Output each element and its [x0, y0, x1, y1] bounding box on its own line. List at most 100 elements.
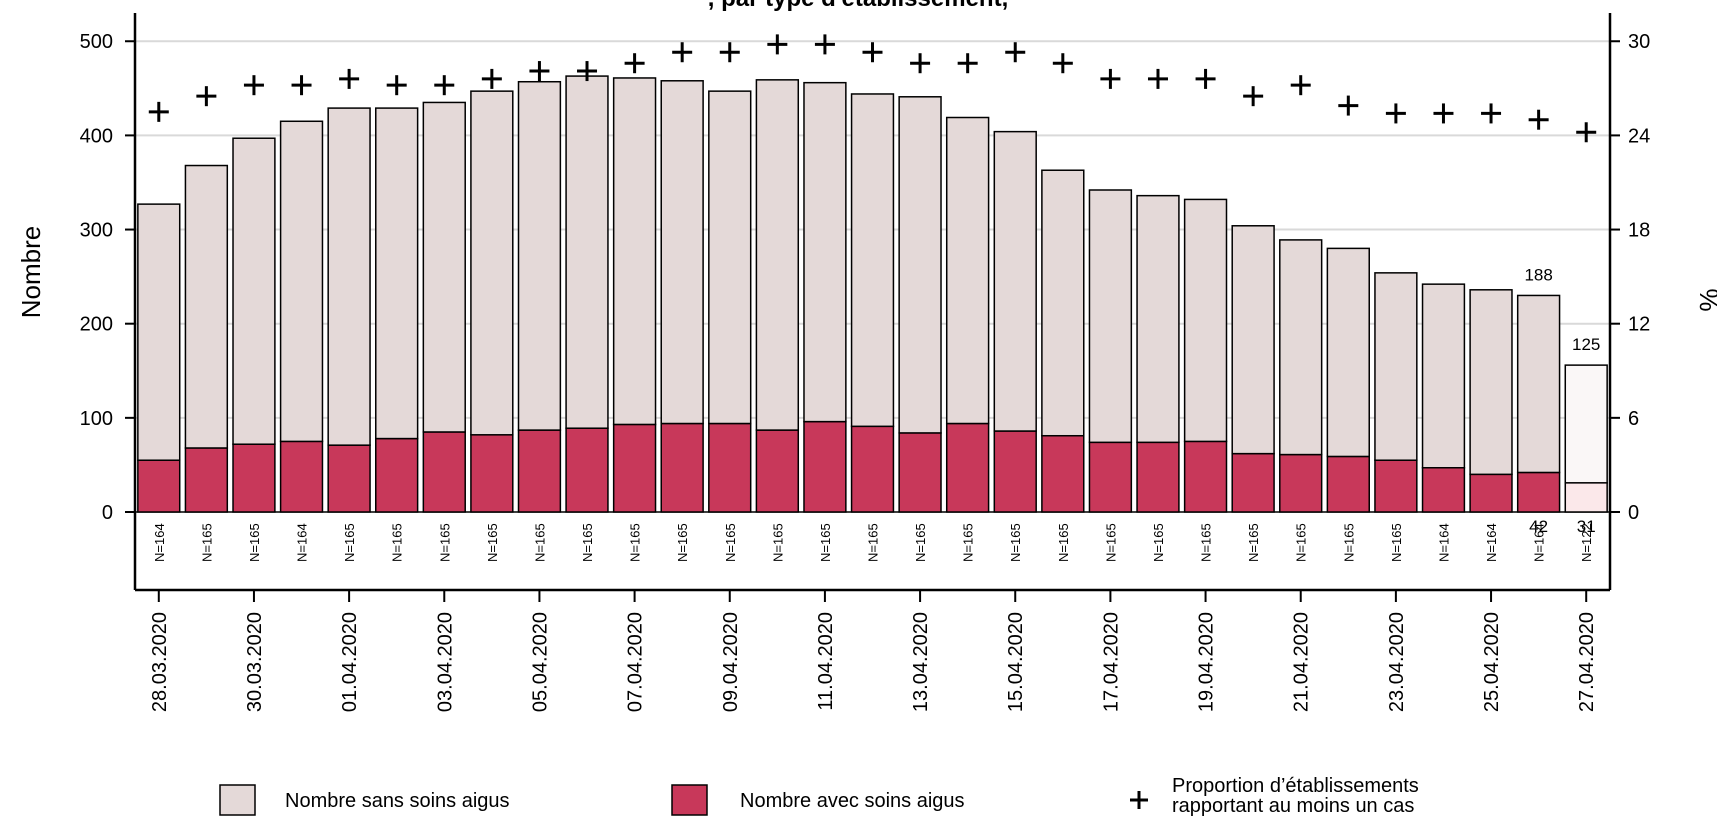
- x-tick-label: 17.04.2020: [1100, 612, 1122, 712]
- bar-avec-soins-aigus: [1088, 441, 1133, 513]
- n-label: N=165: [342, 523, 357, 562]
- x-tick-label: 05.04.2020: [529, 612, 551, 712]
- n-label: N=165: [913, 523, 928, 562]
- proportion-marker: [481, 68, 502, 89]
- bar-avec-soins-aigus: [755, 429, 800, 513]
- n-label: N=165: [199, 523, 214, 562]
- y-tick-label: 500: [80, 31, 113, 53]
- legend-label-avec: Nombre avec soins aigus: [740, 790, 965, 812]
- bar-sans-soins-aigus: [232, 137, 276, 445]
- y2-tick-label: 0: [1628, 502, 1639, 524]
- proportion-marker: [767, 34, 788, 55]
- bar-avec-soins-aigus: [232, 443, 276, 513]
- x-tick-label: 25.04.2020: [1481, 612, 1503, 712]
- n-label: N=165: [961, 523, 976, 562]
- proportion-marker: [672, 42, 693, 63]
- n-label: N=165: [1389, 523, 1404, 562]
- proportion-marker: [1290, 75, 1311, 96]
- n-label: N=165: [580, 523, 595, 562]
- bar-sans-soins-aigus: [1374, 272, 1418, 461]
- legend-marker-proportion: [1130, 791, 1148, 809]
- proportion-marker: [1147, 68, 1168, 89]
- x-tick-label: 19.04.2020: [1196, 612, 1218, 712]
- bar-sans-soins-aigus: [1041, 169, 1085, 437]
- n-label: N=165: [247, 523, 262, 562]
- n-label: N=164: [1436, 523, 1451, 562]
- legend-swatch-sans: [219, 784, 256, 816]
- y2-tick-label: 18: [1628, 220, 1650, 242]
- bar-avec-soins-aigus: [1421, 466, 1466, 513]
- legend-label-sans: Nombre sans soins aigus: [285, 790, 510, 812]
- proportion-marker: [1433, 103, 1454, 124]
- bar-sans-soins-aigus: [1516, 294, 1561, 474]
- bar-sans-soins-aigus: [1421, 283, 1466, 469]
- n-label: N=165: [818, 523, 833, 562]
- proportion-marker: [291, 75, 312, 96]
- bar-avec-soins-aigus: [1136, 441, 1180, 513]
- bar-avec-soins-aigus: [375, 437, 419, 513]
- x-tick-label: 03.04.2020: [434, 612, 456, 712]
- legend: Nombre sans soins aigus Nombre avec soins…: [219, 775, 1419, 817]
- bar-sans-soins-aigus: [708, 90, 752, 425]
- bar-avec-soins-aigus: [993, 430, 1037, 513]
- n-label: N=165: [1008, 523, 1023, 562]
- proportion-marker: [910, 53, 931, 74]
- proportion-marker: [1338, 95, 1359, 116]
- proportion-marker: [1195, 68, 1216, 89]
- n-label: N=165: [532, 523, 547, 562]
- proportion-marker: [148, 101, 169, 122]
- proportion-marker: [1100, 68, 1121, 89]
- bar-sans-soins-aigus: [1088, 189, 1133, 444]
- n-label: N=165: [390, 523, 405, 562]
- bar-avec-soins-aigus: [1279, 453, 1323, 513]
- bar-avec-soins-aigus: [660, 422, 704, 513]
- x-tick-label: 07.04.2020: [625, 612, 647, 712]
- bar-avec-soins-aigus: [422, 431, 466, 513]
- bar-sans-soins-aigus: [850, 93, 895, 428]
- bar-avec-soins-aigus: [470, 434, 514, 513]
- legend-label-proportion: Proportion d’établissements rapportant au…: [1172, 775, 1419, 817]
- y-axis-label: Nombre: [16, 226, 46, 318]
- bar-lower-label: 31: [1577, 517, 1596, 536]
- bar-avec-soins-aigus: [1564, 482, 1608, 513]
- bar-avec-soins-aigus: [1231, 452, 1275, 513]
- proportion-marker: [577, 61, 598, 82]
- bar-avec-soins-aigus: [565, 427, 609, 513]
- y2-tick-label: 12: [1628, 314, 1650, 336]
- bar-sans-soins-aigus: [660, 80, 704, 425]
- n-label: N=165: [1341, 523, 1356, 562]
- proportion-marker: [624, 53, 645, 74]
- bar-sans-soins-aigus: [755, 79, 800, 431]
- bar-sans-soins-aigus: [137, 203, 181, 461]
- n-label: N=165: [1294, 523, 1309, 562]
- bar-avec-soins-aigus: [184, 447, 229, 513]
- n-label: N=164: [1484, 523, 1499, 562]
- n-label: N=164: [1532, 523, 1547, 562]
- proportion-markers: [148, 34, 1597, 143]
- n-label: N=165: [485, 523, 500, 562]
- n-label: N=165: [866, 523, 881, 562]
- bar-avec-soins-aigus: [327, 444, 371, 513]
- bar-avec-soins-aigus: [1374, 459, 1418, 513]
- n-label: N=165: [723, 523, 738, 562]
- bar-sans-soins-aigus: [1564, 364, 1608, 484]
- bar-avec-soins-aigus: [517, 429, 562, 513]
- y-tick-label: 100: [80, 408, 113, 430]
- bar-sans-soins-aigus: [470, 90, 514, 436]
- bar-sans-soins-aigus: [612, 77, 657, 426]
- x-tick-label: 30.03.2020: [244, 612, 266, 712]
- proportion-marker: [1385, 103, 1406, 124]
- bar-total-label: 188: [1524, 265, 1552, 284]
- bar-sans-soins-aigus: [1326, 247, 1370, 458]
- bar-avec-soins-aigus: [1469, 473, 1513, 513]
- bar-sans-soins-aigus: [517, 80, 562, 431]
- x-tick-label: 13.04.2020: [910, 612, 932, 712]
- x-tick-label: 28.03.2020: [149, 612, 171, 712]
- proportion-marker: [1052, 53, 1073, 74]
- x-tick-label: 21.04.2020: [1291, 612, 1313, 712]
- n-label: N=165: [1103, 523, 1118, 562]
- bar-sans-soins-aigus: [1279, 239, 1323, 456]
- legend-swatch-avec: [671, 784, 708, 816]
- x-tick-label: 11.04.2020: [815, 612, 837, 711]
- bar-avec-soins-aigus: [803, 420, 847, 513]
